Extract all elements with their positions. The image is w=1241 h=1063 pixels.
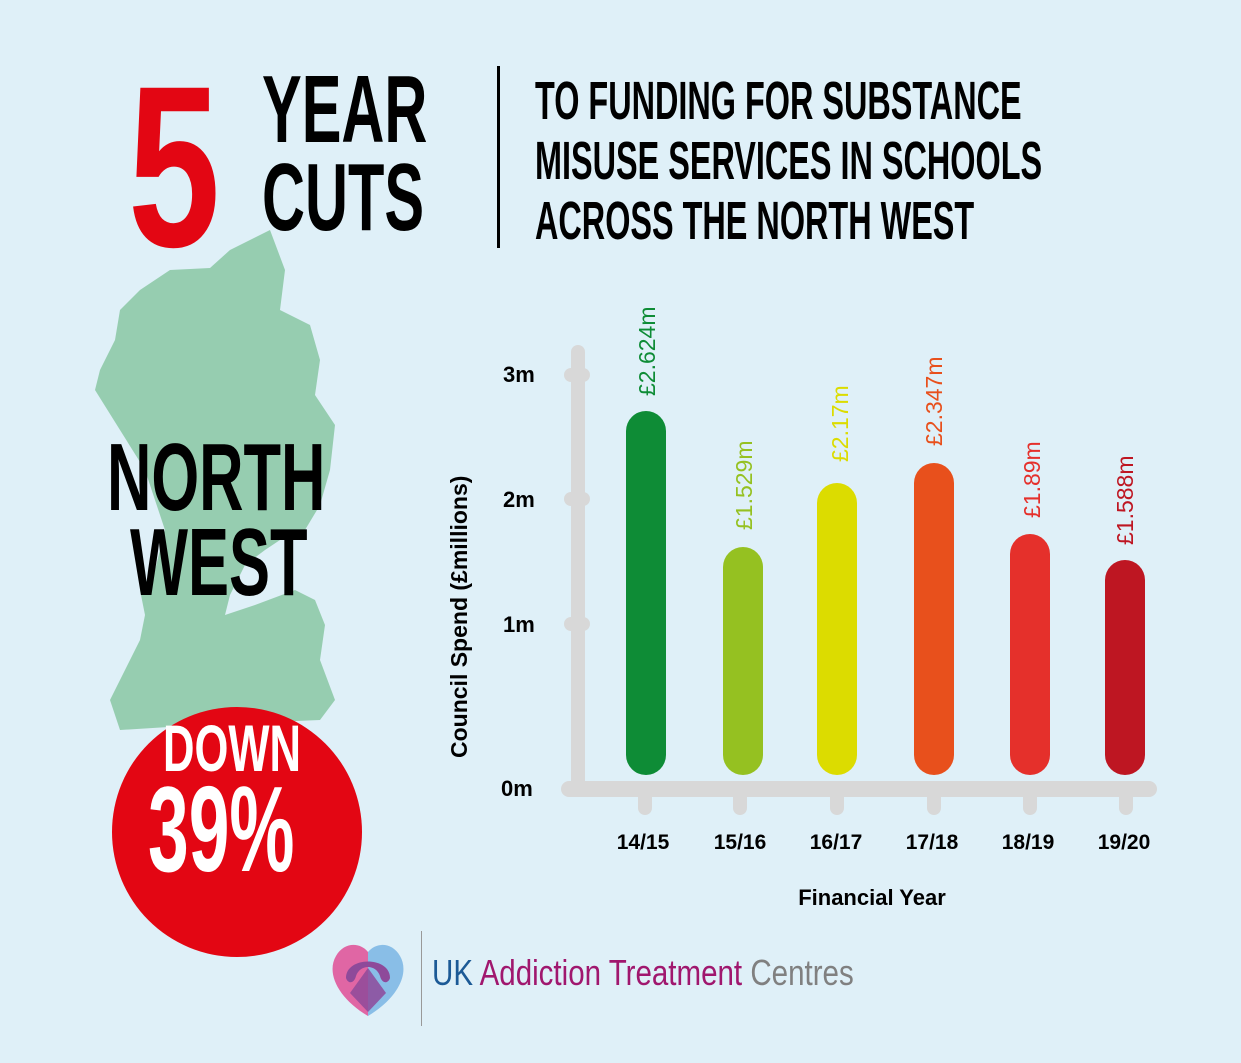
headline-number: 5 [128,38,220,295]
region-name-line-2: WEST [130,509,308,616]
svg-text:17/18: 17/18 [906,831,959,854]
svg-text:£1.529m: £1.529m [731,440,757,530]
svg-text:1m: 1m [503,612,535,637]
svg-text:2m: 2m [503,487,535,512]
badge-percent: 39% [148,761,295,897]
badge-label: DOWN [163,711,301,785]
y-axis [564,345,590,795]
headline-year: YEAR [262,56,428,163]
bar-18-19 [1010,534,1050,775]
percent-change-badge [112,707,362,957]
bar-19-20 [1105,560,1145,775]
x-axis-title: Financial Year [798,885,946,910]
svg-text:£2.17m: £2.17m [827,385,853,462]
bars [626,411,1145,775]
svg-text:£2.624m: £2.624m [634,306,660,396]
svg-text:£1.89m: £1.89m [1019,441,1045,518]
y-axis-title: Council Spend (£millions) [446,476,472,758]
svg-text:3m: 3m [503,362,535,387]
region-name-line-1: NORTH [107,424,326,531]
value-labels: £2.624m £1.529m £2.17m £2.347m £1.89m £1… [634,306,1138,545]
subtitle-line-2: MISUSE SERVICES IN SCHOOLS [535,131,1043,191]
subtitle-line-3: ACROSS THE NORTH WEST [535,191,975,251]
svg-text:19/20: 19/20 [1098,831,1151,854]
x-tick-labels: 14/15 15/16 16/17 17/18 18/19 19/20 [617,831,1151,854]
y-tick-labels: 0m 1m 2m 3m [501,362,535,801]
svg-text:0m: 0m [501,776,533,801]
subtitle-line-1: TO FUNDING FOR SUBSTANCE [535,71,1022,131]
headline-cuts: CUTS [262,144,425,251]
logo-divider [421,931,422,1026]
bar-17-18 [914,463,954,775]
brand-part-addiction: Addiction Treatment [479,952,743,993]
svg-text:14/15: 14/15 [617,831,670,854]
brand-part-centres: Centres [750,952,854,993]
svg-text:£1.588m: £1.588m [1112,455,1138,545]
svg-text:16/17: 16/17 [810,831,863,854]
x-axis [561,781,1157,815]
svg-text:£2.347m: £2.347m [921,356,947,446]
brand-logo-icon [332,944,404,1016]
bar-16-17 [817,483,857,775]
bar-14-15 [626,411,666,775]
headline-divider [497,66,500,248]
bar-15-16 [723,547,763,775]
brand-name: UK Addiction Treatment Centres [432,955,854,991]
svg-text:18/19: 18/19 [1002,831,1055,854]
svg-text:15/16: 15/16 [714,831,767,854]
brand-part-uk: UK [432,952,474,993]
north-west-map-icon [95,230,335,730]
